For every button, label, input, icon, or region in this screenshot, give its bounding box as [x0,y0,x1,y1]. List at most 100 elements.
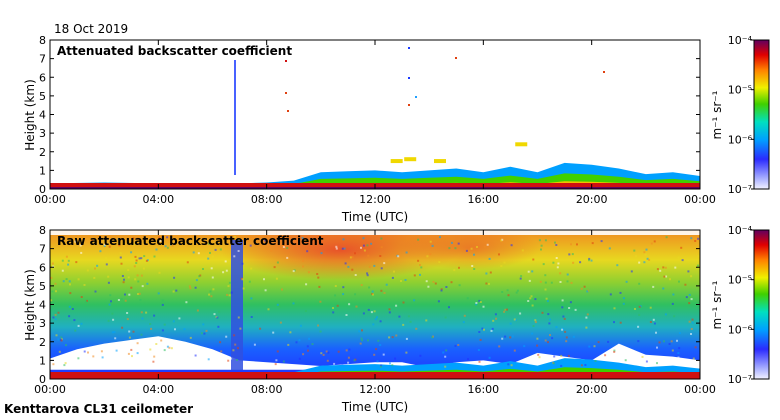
noise-speck [588,259,590,262]
noise-speck [549,334,551,337]
noise-speck [438,261,441,264]
noise-speck [134,278,137,281]
noise-speck [559,281,562,283]
noise-speck [534,319,537,322]
noise-speck [276,350,279,353]
noise-speck [473,268,476,270]
noise-speck [74,329,77,332]
noise-speck [462,321,465,324]
noise-speck [292,270,295,273]
noise-speck [439,236,441,239]
noise-speck [490,329,493,332]
noise-speck [613,350,616,353]
noise-speck [538,239,541,242]
panel-2-x-axis-title: Time (UTC) [341,400,408,414]
noise-speck [130,348,133,351]
noise-speck [302,265,304,268]
noise-speck [94,267,96,270]
noise-speck [503,310,506,313]
noise-speck [656,346,658,349]
noise-speck [538,356,541,359]
noise-speck [380,364,383,367]
noise-speck [197,252,200,255]
noise-speck [67,263,70,266]
noise-speck [649,306,652,309]
noise-speck [241,278,244,281]
noise-speck [189,287,192,290]
noise-speck [506,289,509,292]
noise-speck [80,322,83,325]
noise-speck [306,345,309,348]
noise-speck [109,294,112,297]
noise-speck [132,237,135,240]
noise-speck [87,351,89,354]
noise-speck [366,272,369,275]
noise-speck [341,364,344,367]
noise-speck [380,237,383,240]
noise-speck [586,313,589,316]
noise-speck [638,305,641,308]
noise-speck [137,280,140,283]
noise-speck [556,266,559,269]
noise-speck [68,280,71,283]
noise-speck [51,290,54,293]
colorbar-2-gradient [753,229,770,380]
noise-speck [94,290,97,293]
panel-2-heatmap [50,230,700,379]
colorbar-1: 10⁻⁷ 10⁻⁶ 10⁻⁵ 10⁻⁴ m⁻¹ sr⁻¹ [710,34,770,196]
noise-speck [121,326,124,329]
noise-speck [379,255,382,257]
noise-speck [301,236,304,239]
noise-speck [609,293,612,296]
colorbar-2-unit: m⁻¹ sr⁻¹ [710,280,724,329]
noise-speck [159,240,162,242]
noise-speck [100,350,103,353]
noise-speck [307,271,310,274]
noise-speck [282,360,285,363]
noise-speck [388,336,391,339]
noise-speck [163,349,166,352]
noise-speck [560,364,563,367]
noise-speck [665,275,668,278]
noise-speck [643,261,646,264]
noise-speck [405,251,408,254]
noise-speck [69,283,71,286]
noise-speck [548,322,551,325]
noise-speck [362,244,365,247]
noise-speck [409,320,412,323]
noise-speck [123,278,125,281]
noise-speck [397,255,400,258]
noise-speck [54,282,57,285]
noise-speck [501,337,504,340]
noise-speck [141,317,144,320]
y-tick-label: 4 [39,109,46,122]
noise-speck [237,347,239,350]
noise-speck [383,292,386,294]
noise-speck [354,252,356,255]
colorbar-1-gradient [753,39,770,190]
noise-speck [360,246,362,249]
y-tick-label: 2 [39,336,46,349]
noise-speck [688,293,691,296]
y-tick-label: 6 [39,71,46,84]
noise-speck [302,353,305,356]
noise-speck [235,359,238,361]
noise-speck [60,336,63,339]
noise-speck [322,353,325,356]
noise-speck [227,359,230,362]
noise-speck [431,244,434,247]
noise-speck [195,279,198,282]
noise-speck [164,245,167,248]
noise-speck [466,297,469,300]
noise-speck [360,284,363,286]
noise-speck [555,244,558,246]
noise-speck [646,257,649,260]
noise-speck [65,344,67,347]
x-tick-label: 00:00 [34,383,66,396]
panel-2-y-axis-title: Height (km) [23,269,37,340]
noise-speck [690,275,693,278]
noise-speck [454,344,457,347]
noise-speck [287,343,290,346]
noise-speck [664,266,667,269]
